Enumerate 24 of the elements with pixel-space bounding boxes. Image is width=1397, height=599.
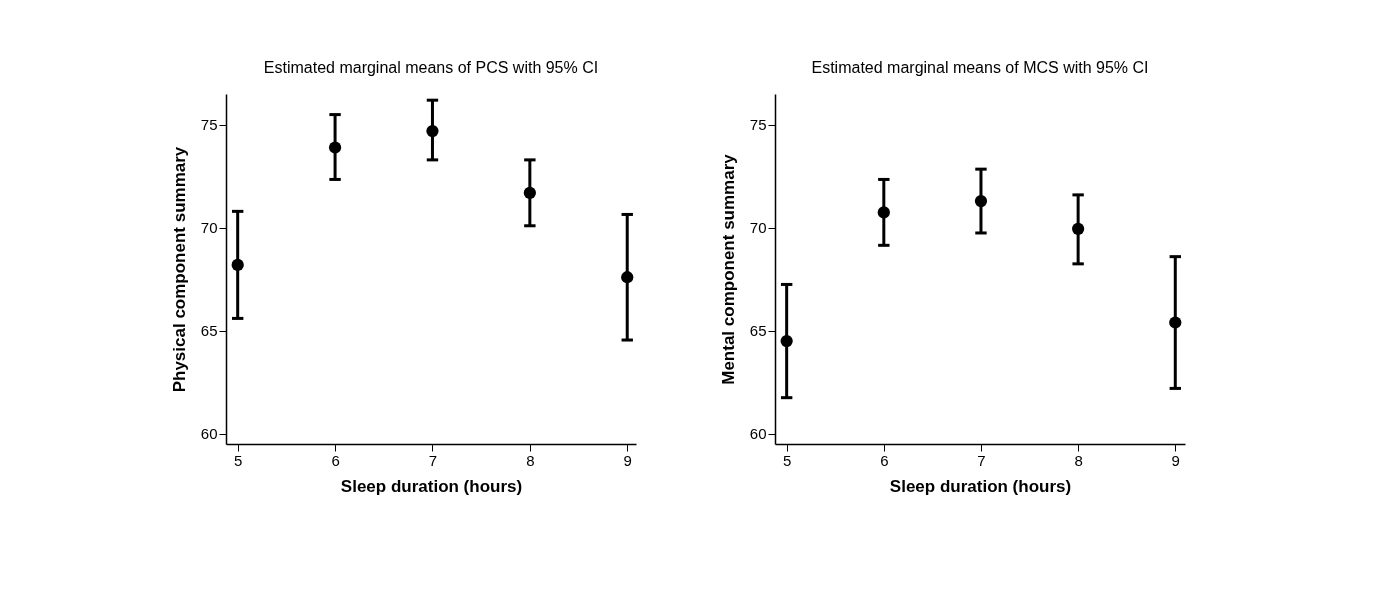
y-tick-label: 70 — [749, 219, 767, 237]
x-tick-label: 9 — [1171, 451, 1180, 469]
y-axis-title: Physical component summary — [169, 146, 189, 393]
y-tick-label: 70 — [200, 219, 218, 237]
x-tick-label: 7 — [977, 451, 986, 469]
y-tick-label: 60 — [749, 425, 767, 443]
y-tick-label: 75 — [200, 116, 218, 134]
chart-title: Estimated marginal means of MCS with 95% CI — [811, 59, 1149, 76]
x-tick-label: 8 — [526, 451, 535, 469]
x-tick-label: 7 — [428, 451, 438, 469]
x-tick-label: 9 — [623, 451, 632, 469]
x-axis-title: Sleep duration (hours) — [889, 476, 1072, 496]
y-tick-label: 65 — [749, 322, 767, 340]
y-tick-label: 60 — [200, 425, 218, 443]
x-tick-label: 5 — [234, 451, 243, 469]
x-tick-label: 8 — [1074, 451, 1083, 469]
x-tick-label: 6 — [331, 451, 340, 469]
x-axis-title: Sleep duration (hours) — [340, 476, 523, 496]
y-axis-title: Mental component summary — [718, 153, 738, 385]
chart-title: Estimated marginal means of PCS with 95% CI — [263, 59, 599, 76]
y-tick-label: 75 — [749, 116, 767, 134]
x-tick-label: 6 — [880, 451, 889, 469]
y-tick-label: 65 — [200, 322, 218, 340]
x-tick-label: 5 — [782, 451, 792, 469]
